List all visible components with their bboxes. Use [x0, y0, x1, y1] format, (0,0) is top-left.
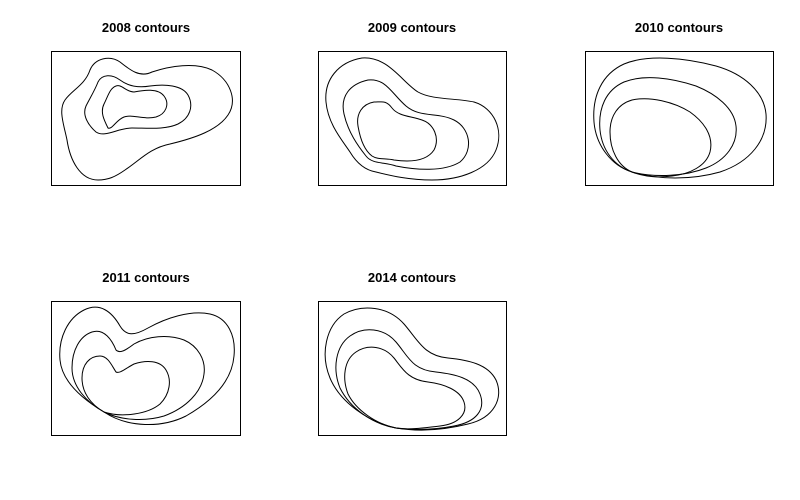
panel-frame-2011: [51, 301, 241, 436]
contour-2008-inner: [101, 85, 168, 129]
panel-2009: 2009 contours: [318, 20, 507, 186]
contour-2009-middle: [342, 79, 469, 170]
panel-frame-2010: [585, 51, 774, 186]
contour-2014-outer: [324, 307, 500, 431]
contour-2010-outer: [593, 57, 767, 179]
contour-2010-inner: [609, 98, 712, 178]
contour-2008-middle: [84, 75, 192, 135]
contour-2008-outer: [61, 57, 233, 181]
panel-2014: 2014 contours: [318, 270, 507, 436]
contour-2011-inner: [81, 355, 170, 416]
contour-2009-outer: [325, 57, 500, 181]
contour-2014-inner: [344, 346, 466, 430]
panel-2010: 2010 contours: [585, 20, 774, 186]
panel-frame-2008: [51, 51, 241, 186]
panel-frame-2014: [318, 301, 507, 436]
panel-frame-2009: [318, 51, 507, 186]
panel-title-2009: 2009 contours: [368, 20, 456, 35]
panel-title-2014: 2014 contours: [368, 270, 456, 285]
panel-title-2010: 2010 contours: [635, 20, 723, 35]
contour-2011-middle: [71, 330, 205, 420]
panel-title-2011: 2011 contours: [102, 270, 189, 285]
panel-2008: 2008 contours: [51, 20, 241, 186]
contour-2011-outer: [59, 306, 235, 425]
contour-2009-inner: [357, 101, 437, 162]
panel-title-2008: 2008 contours: [102, 20, 190, 35]
contour-2010-middle: [599, 77, 737, 176]
contour-2014-middle: [335, 329, 483, 430]
panel-2011: 2011 contours: [51, 270, 241, 436]
